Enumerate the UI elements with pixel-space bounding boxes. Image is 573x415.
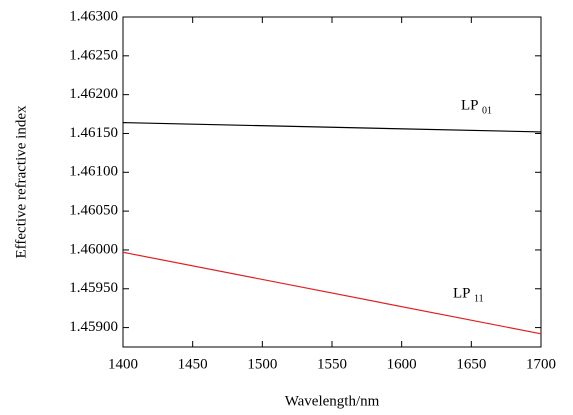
x-tick-label: 1500 (247, 356, 277, 372)
annotation-subscript: 11 (474, 293, 484, 304)
y-tick-label: 1.46250 (69, 47, 118, 63)
y-tick-label: 1.46300 (69, 8, 118, 24)
y-tick-label: 1.46100 (69, 164, 118, 180)
y-tick-label: 1.46150 (69, 125, 118, 141)
x-tick-label: 1600 (387, 356, 417, 372)
annotation-subscript: 01 (482, 105, 492, 116)
y-tick-label: 1.46200 (69, 86, 118, 102)
y-tick-label: 1.45950 (69, 280, 118, 296)
y-axis-label: Effective refractive index (13, 105, 29, 258)
x-tick-label: 1550 (317, 356, 347, 372)
x-tick-label: 1650 (456, 356, 486, 372)
y-tick-label: 1.46000 (69, 241, 118, 257)
annotation: LP (453, 285, 471, 301)
annotation: LP (461, 97, 479, 113)
y-tick-label: 1.46050 (69, 203, 118, 219)
x-axis-label: Wavelength/nm (285, 393, 380, 409)
y-tick-label: 1.45900 (69, 319, 118, 335)
series-line (122, 251, 542, 335)
x-tick-label: 1400 (108, 356, 138, 372)
series-line (122, 122, 542, 133)
x-tick-label: 1450 (178, 356, 208, 372)
x-tick-label: 1700 (526, 356, 556, 372)
